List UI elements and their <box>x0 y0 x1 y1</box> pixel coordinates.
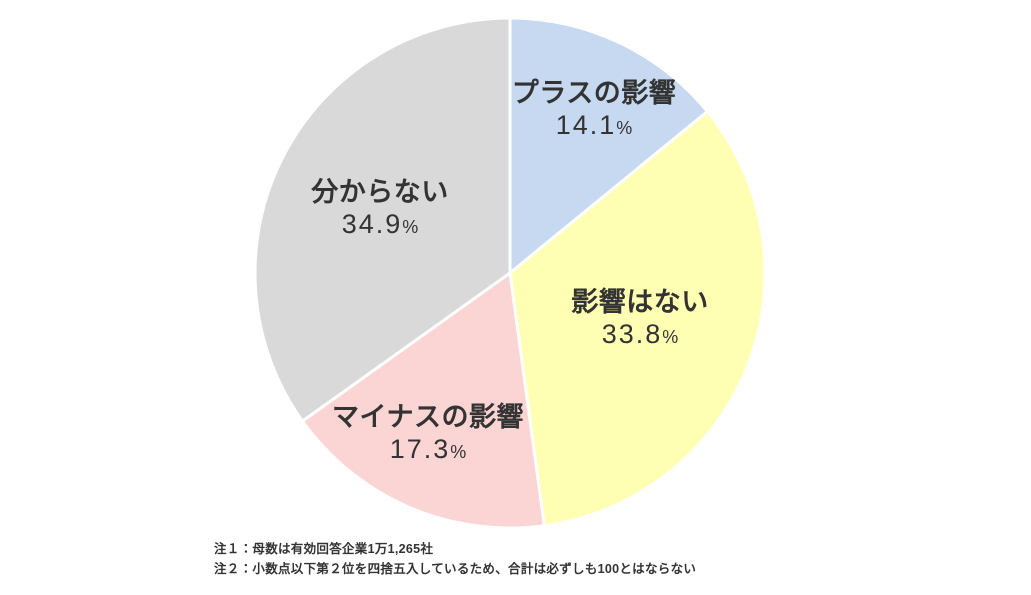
slice-label-unknown: 分からない 34.9% <box>311 177 449 244</box>
percent-symbol: % <box>662 327 679 347</box>
slice-value-plus: 14.1 <box>555 110 617 140</box>
slice-label-no-impact-value: 33.8% <box>571 317 709 354</box>
note-line-1: 注１：母数は有効回答企業1万1,265社 <box>214 542 434 556</box>
slice-label-unknown-value: 34.9% <box>311 207 449 244</box>
slice-label-plus-text: プラスの影響 <box>511 78 677 108</box>
slice-label-plus-value: 14.1% <box>512 108 676 145</box>
slice-label-minus-text: マイナスの影響 <box>332 402 524 432</box>
figure-notes: 注１：母数は有効回答企業1万1,265社 注２：小数点以下第２位を四捨五入してい… <box>214 539 696 579</box>
slice-label-no-impact-text: 影響はない <box>571 287 709 317</box>
slice-label-plus: プラスの影響 14.1% <box>512 78 676 145</box>
slice-value-minus: 17.3 <box>389 434 451 464</box>
percent-symbol: % <box>450 442 467 462</box>
pie-slice <box>300 270 546 530</box>
slice-label-no-impact: 影響はない 33.8% <box>571 287 709 354</box>
note-line-2: 注２：小数点以下第２位を四捨五入しているため、合計は必ずしも100とはならない <box>214 562 697 576</box>
percent-symbol: % <box>402 217 419 237</box>
percent-symbol: % <box>616 118 633 138</box>
slice-label-unknown-text: 分からない <box>311 177 449 207</box>
pie-slice <box>253 16 512 424</box>
slice-value-no-impact: 33.8 <box>601 319 663 349</box>
slice-value-unknown: 34.9 <box>341 209 403 239</box>
pie-slice <box>508 16 710 277</box>
slice-label-minus-value: 17.3% <box>332 432 524 469</box>
slice-label-minus: マイナスの影響 17.3% <box>332 402 524 469</box>
pie-slice <box>508 109 767 528</box>
